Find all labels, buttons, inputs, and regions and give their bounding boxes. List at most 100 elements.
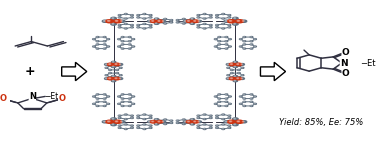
Circle shape xyxy=(119,20,125,22)
Circle shape xyxy=(149,127,152,128)
Text: N: N xyxy=(340,58,347,67)
Circle shape xyxy=(129,44,131,45)
Circle shape xyxy=(170,122,173,123)
Circle shape xyxy=(227,78,229,79)
Circle shape xyxy=(116,77,118,78)
Circle shape xyxy=(240,63,245,65)
Circle shape xyxy=(250,101,253,102)
Circle shape xyxy=(203,18,206,19)
Circle shape xyxy=(183,20,188,22)
Circle shape xyxy=(131,17,133,18)
Circle shape xyxy=(97,98,98,99)
Circle shape xyxy=(131,15,133,16)
Circle shape xyxy=(104,48,105,49)
Circle shape xyxy=(228,17,231,18)
Circle shape xyxy=(103,48,106,49)
Circle shape xyxy=(222,119,225,120)
Circle shape xyxy=(131,25,133,26)
Circle shape xyxy=(243,105,246,106)
Circle shape xyxy=(235,120,243,123)
Circle shape xyxy=(241,67,244,68)
Circle shape xyxy=(231,65,233,66)
Circle shape xyxy=(119,67,122,68)
Circle shape xyxy=(96,105,99,106)
Circle shape xyxy=(137,25,139,26)
Circle shape xyxy=(137,125,139,126)
Circle shape xyxy=(112,118,114,119)
Circle shape xyxy=(241,75,244,76)
Circle shape xyxy=(231,78,232,79)
Circle shape xyxy=(103,105,106,106)
Circle shape xyxy=(250,98,253,99)
Circle shape xyxy=(228,120,235,123)
Circle shape xyxy=(102,20,108,22)
Circle shape xyxy=(234,23,235,24)
Circle shape xyxy=(183,119,184,120)
Circle shape xyxy=(189,122,191,123)
Circle shape xyxy=(103,44,106,45)
Circle shape xyxy=(105,63,109,65)
Circle shape xyxy=(93,96,94,97)
Circle shape xyxy=(197,125,200,126)
Circle shape xyxy=(129,37,131,38)
Circle shape xyxy=(218,41,220,42)
Circle shape xyxy=(131,117,133,118)
Circle shape xyxy=(237,121,240,122)
Circle shape xyxy=(102,121,108,123)
Circle shape xyxy=(103,101,106,102)
Circle shape xyxy=(106,67,107,68)
Circle shape xyxy=(197,25,200,26)
Circle shape xyxy=(118,96,119,97)
Circle shape xyxy=(109,65,110,66)
Circle shape xyxy=(132,96,135,97)
Circle shape xyxy=(228,125,231,126)
Circle shape xyxy=(233,80,237,82)
Circle shape xyxy=(240,39,242,40)
Text: Yield: 85%, Ee: 75%: Yield: 85%, Ee: 75% xyxy=(279,118,364,127)
Circle shape xyxy=(225,94,228,95)
Circle shape xyxy=(124,114,127,115)
Circle shape xyxy=(209,25,212,26)
Circle shape xyxy=(147,121,152,123)
Circle shape xyxy=(229,103,231,104)
Circle shape xyxy=(209,115,212,116)
Circle shape xyxy=(190,119,195,120)
Circle shape xyxy=(158,122,160,123)
Circle shape xyxy=(143,18,146,19)
Circle shape xyxy=(187,121,189,122)
Circle shape xyxy=(189,22,191,23)
Circle shape xyxy=(105,75,108,76)
Circle shape xyxy=(124,128,127,130)
Circle shape xyxy=(191,23,192,24)
Circle shape xyxy=(143,124,146,125)
Circle shape xyxy=(222,28,225,29)
Circle shape xyxy=(150,115,151,116)
Circle shape xyxy=(118,115,121,116)
Circle shape xyxy=(121,121,122,122)
Circle shape xyxy=(111,124,116,126)
Circle shape xyxy=(229,121,232,122)
Circle shape xyxy=(197,115,200,116)
Circle shape xyxy=(254,39,256,40)
Circle shape xyxy=(156,121,163,123)
Circle shape xyxy=(210,115,211,116)
Circle shape xyxy=(237,78,239,79)
Circle shape xyxy=(233,61,237,63)
Circle shape xyxy=(158,20,160,21)
Circle shape xyxy=(234,80,235,81)
Circle shape xyxy=(161,20,166,22)
Circle shape xyxy=(190,123,195,125)
Circle shape xyxy=(164,124,166,125)
Circle shape xyxy=(119,115,120,116)
Circle shape xyxy=(203,119,206,120)
Circle shape xyxy=(192,20,199,22)
Circle shape xyxy=(240,96,242,97)
Polygon shape xyxy=(260,62,285,81)
Circle shape xyxy=(131,115,133,116)
Circle shape xyxy=(96,101,99,102)
Circle shape xyxy=(155,18,157,19)
Circle shape xyxy=(226,78,231,80)
Circle shape xyxy=(124,23,127,24)
Circle shape xyxy=(119,78,121,79)
Circle shape xyxy=(233,118,238,120)
